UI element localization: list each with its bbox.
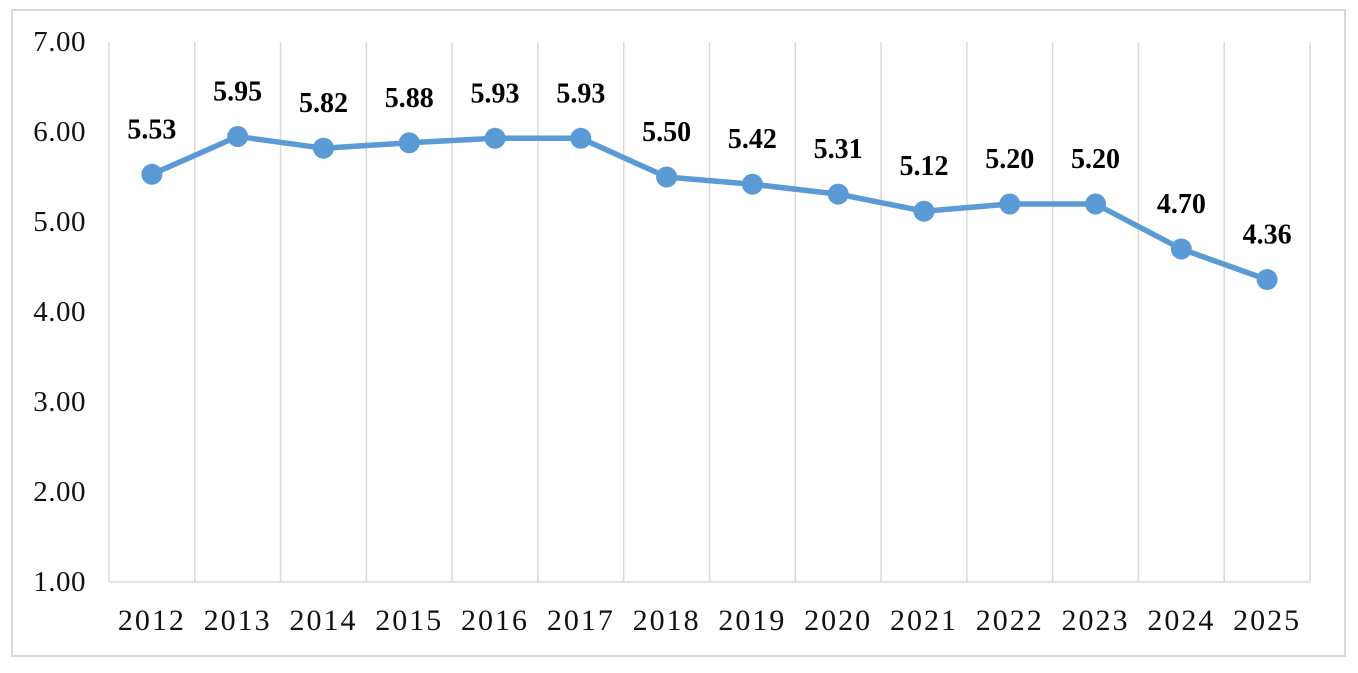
x-axis-tick-label: 2012: [118, 604, 186, 637]
x-axis-tick-label: 2022: [976, 604, 1044, 637]
data-point-label: 5.20: [1071, 144, 1120, 175]
y-axis-tick-label: 3.00: [33, 386, 86, 418]
data-point-marker: [1085, 193, 1107, 215]
data-point-marker: [570, 127, 592, 149]
data-point-label: 5.88: [385, 83, 434, 114]
x-axis-tick-label: 2015: [375, 604, 443, 637]
data-point-marker: [827, 183, 849, 205]
data-point-label: 5.93: [556, 78, 605, 109]
y-axis-tick-label: 6.00: [33, 116, 86, 148]
x-axis-tick-label: 2025: [1233, 604, 1301, 637]
y-axis-tick-label: 2.00: [33, 476, 86, 508]
data-point-marker: [913, 200, 935, 222]
data-point-marker: [141, 163, 163, 185]
data-point-label: 5.20: [985, 144, 1034, 175]
x-axis-tick-label: 2014: [289, 604, 357, 637]
x-axis-tick-label: 2023: [1062, 604, 1130, 637]
y-axis-tick-label: 4.00: [33, 296, 86, 328]
data-point-marker: [227, 126, 249, 147]
x-axis-tick-label: 2016: [461, 604, 529, 637]
data-point-label: 4.36: [1243, 220, 1292, 251]
y-axis-tick-label: 1.00: [33, 566, 86, 598]
data-point-label: 5.50: [642, 117, 691, 148]
series-line: [149, 133, 1270, 283]
data-point-label: 5.12: [899, 151, 948, 182]
x-axis-tick-label: 2013: [204, 604, 272, 637]
x-axis-tick-label: 2024: [1147, 604, 1215, 637]
data-point-marker: [312, 137, 334, 159]
data-point-label: 5.31: [814, 134, 863, 165]
data-point-label: 5.82: [299, 88, 348, 119]
data-point-marker: [656, 166, 678, 188]
data-point-marker: [999, 193, 1021, 215]
x-axis-tick-label: 2020: [804, 604, 872, 637]
x-axis-tick-label: 2017: [547, 604, 615, 637]
data-point-label: 5.53: [127, 114, 176, 145]
y-axis-tick-label: 7.00: [33, 26, 86, 58]
data-point-label: 4.70: [1157, 189, 1206, 220]
chart-border: [11, 9, 1346, 657]
y-axis-tick-label: 5.00: [33, 206, 86, 238]
x-axis-tick-label: 2019: [718, 604, 786, 637]
data-point-marker: [741, 173, 763, 195]
data-point-marker: [398, 132, 420, 154]
x-axis-tick-label: 2018: [633, 604, 701, 637]
data-point-marker: [1170, 238, 1192, 260]
data-point-label: 5.93: [471, 78, 520, 109]
data-point-marker: [484, 127, 506, 149]
x-axis-tick-label: 2021: [890, 604, 958, 637]
data-point-label: 5.95: [213, 77, 262, 108]
data-point-label: 5.42: [728, 124, 777, 155]
data-point-marker: [1256, 269, 1278, 291]
